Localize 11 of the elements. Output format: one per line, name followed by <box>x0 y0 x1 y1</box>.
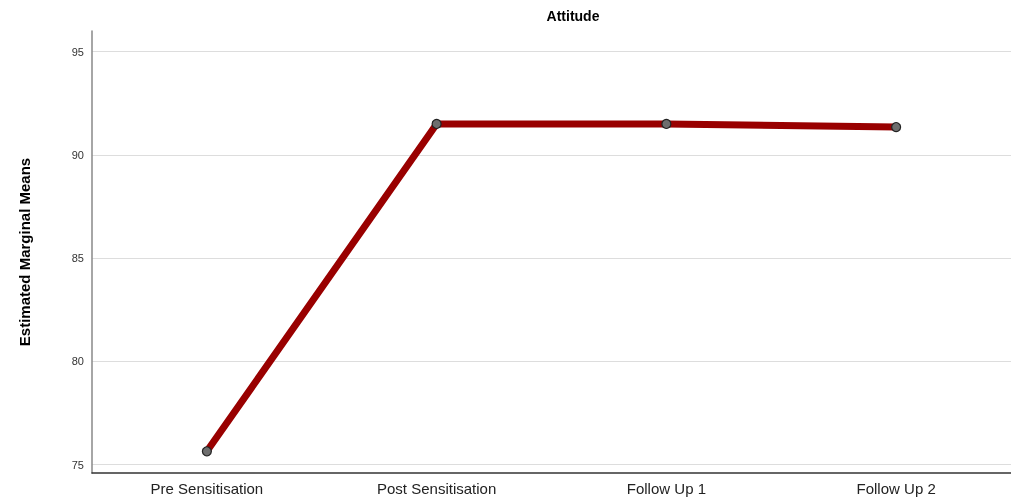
chart-title: Attitude <box>546 8 600 24</box>
y-axis-title: Estimated Marginal Means <box>16 157 33 347</box>
y-tick-label: 75 <box>71 458 84 471</box>
y-tick-label: 85 <box>71 252 84 265</box>
y-tick-label: 95 <box>71 45 84 58</box>
x-tick-label: Pre Sensitisation <box>150 480 264 497</box>
x-tick-label: Post Sensitisation <box>377 480 497 497</box>
y-tick-label: 90 <box>71 148 84 161</box>
x-tick-label: Follow Up 2 <box>856 480 936 497</box>
y-tick-label: 80 <box>71 355 84 368</box>
x-tick-label: Follow Up 1 <box>626 480 706 497</box>
